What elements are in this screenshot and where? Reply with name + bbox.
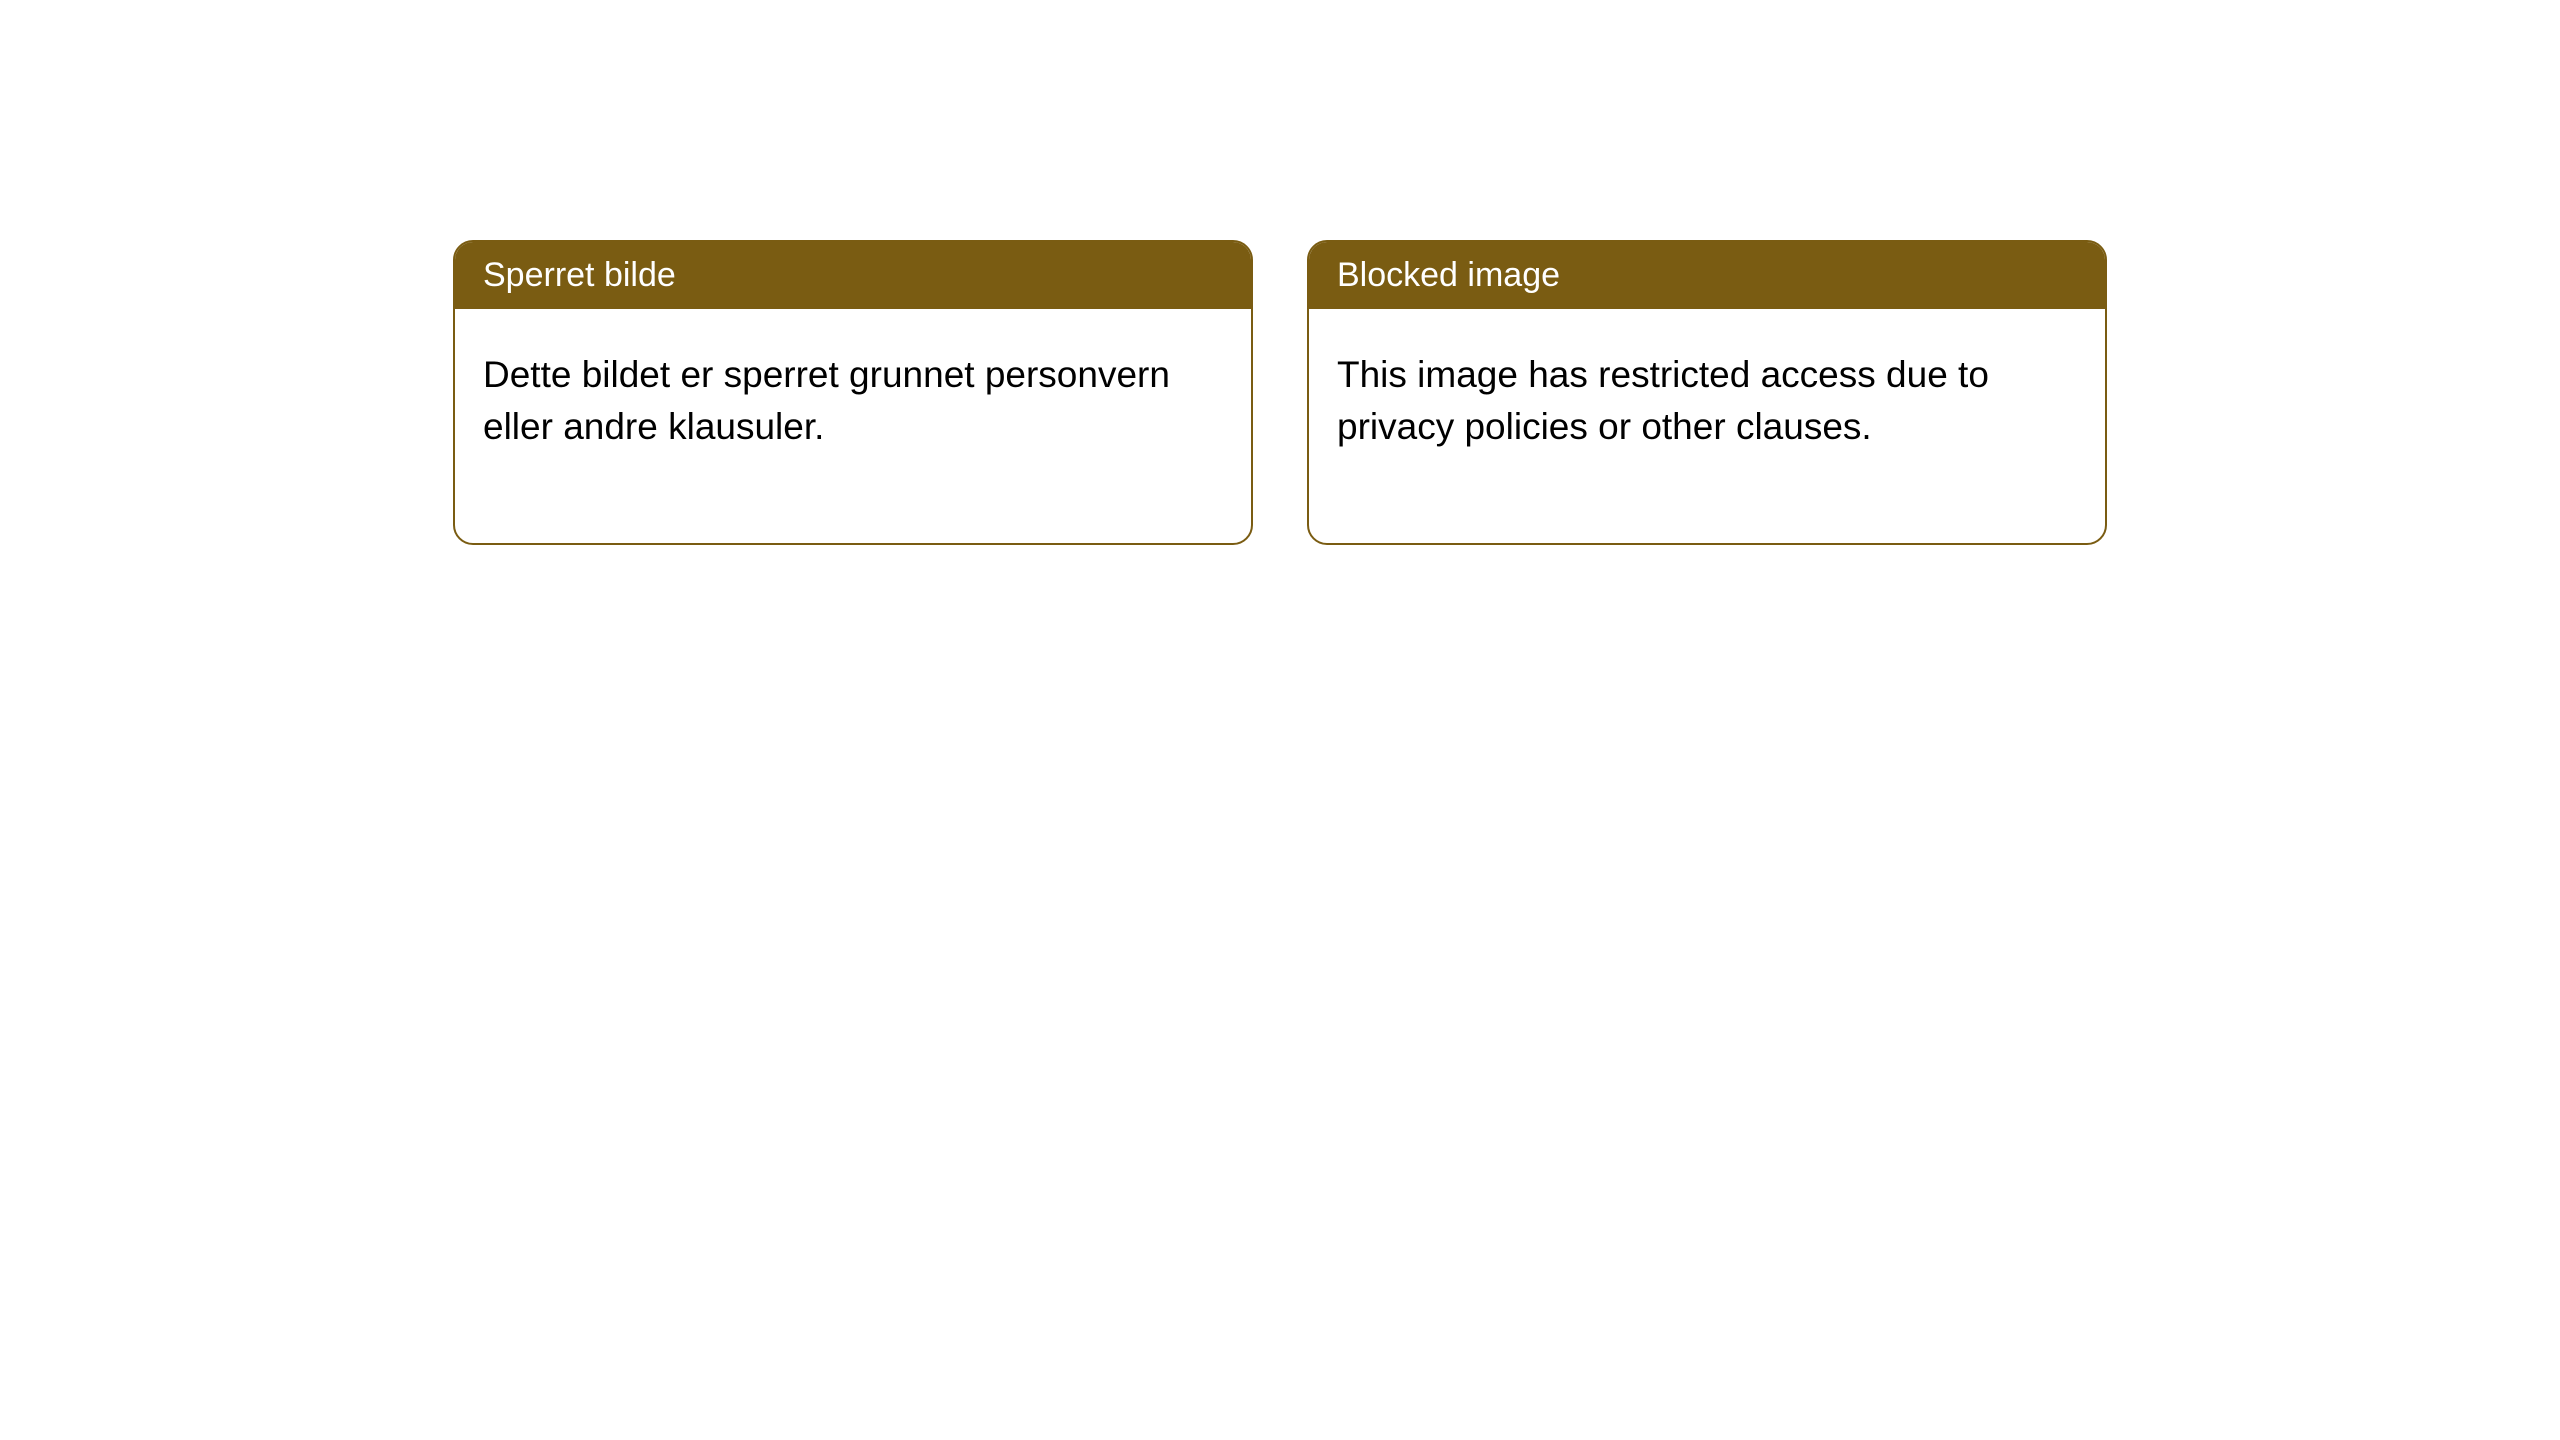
notice-cards-container: Sperret bilde Dette bildet er sperret gr…: [0, 0, 2560, 545]
notice-card-norwegian: Sperret bilde Dette bildet er sperret gr…: [453, 240, 1253, 545]
notice-header-norwegian: Sperret bilde: [455, 242, 1251, 309]
notice-card-english: Blocked image This image has restricted …: [1307, 240, 2107, 545]
notice-body-norwegian: Dette bildet er sperret grunnet personve…: [455, 309, 1251, 543]
notice-body-text: Dette bildet er sperret grunnet personve…: [483, 354, 1170, 447]
notice-body-text: This image has restricted access due to …: [1337, 354, 1989, 447]
notice-title: Sperret bilde: [483, 256, 676, 294]
notice-body-english: This image has restricted access due to …: [1309, 309, 2105, 543]
notice-title: Blocked image: [1337, 256, 1560, 294]
notice-header-english: Blocked image: [1309, 242, 2105, 309]
